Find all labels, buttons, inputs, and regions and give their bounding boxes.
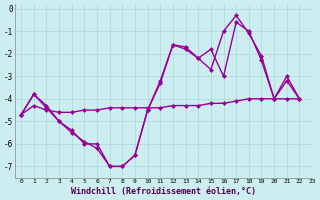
X-axis label: Windchill (Refroidissement éolien,°C): Windchill (Refroidissement éolien,°C) [71, 187, 256, 196]
